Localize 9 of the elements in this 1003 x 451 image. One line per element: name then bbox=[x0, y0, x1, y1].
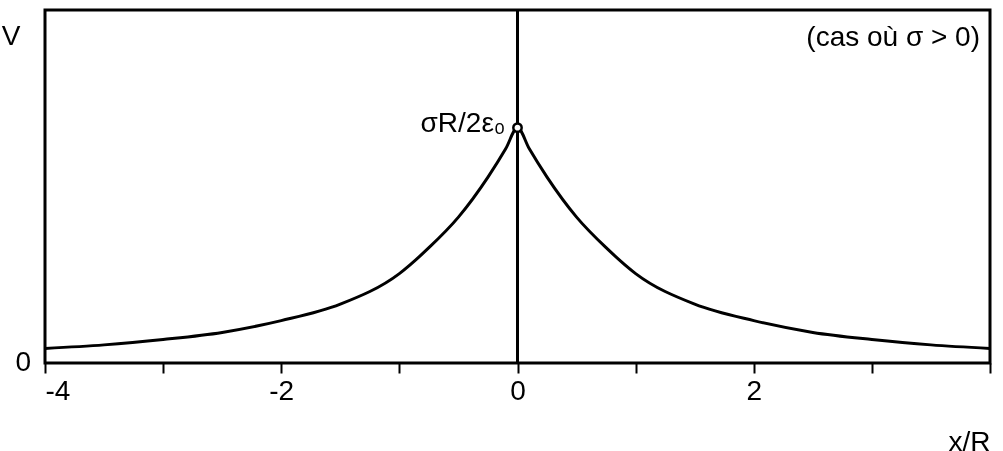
text: (cas où σ > 0) bbox=[806, 21, 980, 52]
annotation: σR/2ε₀ bbox=[420, 106, 506, 138]
x-tick-label: -4 bbox=[45, 374, 71, 406]
x-tick-label: 0 bbox=[510, 374, 526, 406]
x-tick-label: 2 bbox=[746, 374, 763, 406]
x-axis-title: x/R bbox=[948, 425, 991, 451]
x-tick-label: -2 bbox=[269, 374, 295, 406]
text: 0 bbox=[15, 346, 31, 377]
y-axis-title: V bbox=[1, 19, 21, 51]
